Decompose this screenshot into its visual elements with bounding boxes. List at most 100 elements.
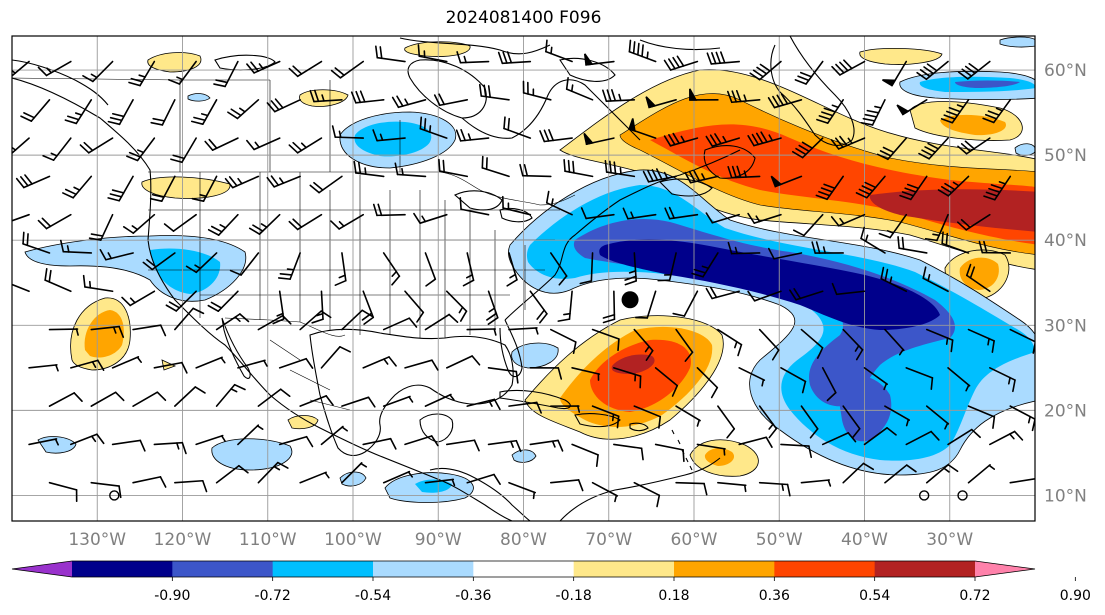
wind-barb bbox=[382, 252, 401, 286]
wind-barb bbox=[978, 240, 1012, 254]
wind-barb bbox=[246, 137, 281, 151]
wind-barb bbox=[12, 60, 30, 77]
wind-barb bbox=[341, 462, 368, 484]
wind-barb bbox=[248, 213, 281, 235]
lat-tick-label: 30°N bbox=[1044, 316, 1087, 336]
wind-barb bbox=[90, 325, 125, 338]
wind-barb bbox=[792, 213, 824, 237]
colorbar-segment bbox=[573, 561, 675, 577]
lon-tick-label: 50°W bbox=[756, 530, 803, 550]
wind-barb bbox=[563, 159, 594, 178]
wind-barb bbox=[311, 290, 324, 324]
wind-barb bbox=[107, 175, 134, 202]
contour-fill-pos-22 bbox=[287, 415, 319, 430]
coastline-arctic-4 bbox=[639, 39, 721, 51]
colorbar-tick-label: -0.54 bbox=[355, 588, 391, 604]
wind-barb bbox=[424, 478, 456, 487]
wind-barb bbox=[107, 99, 134, 126]
station-circles-layer bbox=[109, 490, 968, 501]
wind-barb bbox=[20, 99, 51, 122]
wind-barb bbox=[191, 175, 218, 202]
wind-barb bbox=[82, 274, 114, 293]
wind-barb bbox=[884, 328, 905, 356]
calm-wind-circle bbox=[109, 490, 120, 501]
wind-barb bbox=[916, 60, 949, 81]
wind-barb bbox=[831, 282, 866, 296]
wind-barb bbox=[549, 405, 581, 413]
wind-barb bbox=[438, 158, 469, 178]
wind-barb bbox=[257, 314, 292, 331]
wind-barb bbox=[602, 290, 616, 324]
lon-tick-label: 30°W bbox=[926, 530, 973, 550]
wind-barb bbox=[604, 159, 636, 178]
wind-barb bbox=[508, 327, 539, 335]
wind-barb bbox=[466, 398, 501, 411]
wind-barb bbox=[529, 439, 564, 452]
wind-barb bbox=[780, 367, 807, 394]
coastline-newfoundland bbox=[703, 145, 756, 179]
wind-barb bbox=[925, 463, 959, 484]
wind-barb bbox=[167, 60, 197, 85]
colorbar: -0.90 -0.72 -0.54 -0.36 -0.18 0.18 0.36 0.54 0.7… bbox=[11, 560, 1091, 604]
colorbar-segment bbox=[674, 561, 775, 577]
wind-barb bbox=[747, 131, 782, 147]
wind-barb bbox=[545, 39, 573, 63]
wind-barb bbox=[459, 197, 490, 216]
wind-barb bbox=[957, 60, 991, 80]
wind-barb bbox=[331, 125, 365, 139]
map-title: 2024081400 F096 bbox=[445, 8, 602, 28]
wind-barb bbox=[905, 430, 940, 446]
wind-barb bbox=[675, 481, 708, 496]
wind-barb bbox=[215, 313, 250, 331]
wind-barb bbox=[227, 99, 260, 120]
colorbar-tick-label: 0.18 bbox=[658, 588, 689, 604]
coastline-central-america bbox=[429, 467, 531, 521]
wind-barb bbox=[842, 405, 861, 439]
wind-barb bbox=[830, 213, 866, 227]
coastline-maritimes bbox=[658, 178, 713, 197]
wind-barb bbox=[257, 461, 289, 484]
coastline-cuba bbox=[499, 389, 571, 410]
wind-barb bbox=[633, 328, 654, 361]
wind-barb bbox=[44, 268, 72, 293]
contour-fill-neg-19 bbox=[187, 93, 211, 102]
wind-barb bbox=[583, 53, 615, 66]
wind-barb bbox=[404, 290, 425, 323]
coastline-arctic-2 bbox=[559, 57, 616, 82]
wind-barb bbox=[821, 367, 837, 402]
wind-barb bbox=[12, 213, 30, 222]
wind-barb bbox=[789, 288, 824, 301]
wind-barb bbox=[64, 99, 93, 125]
wind-barb bbox=[633, 481, 661, 508]
wind-barb bbox=[237, 359, 268, 369]
coastline-great-lakes bbox=[453, 190, 533, 223]
wind-barb bbox=[126, 137, 156, 162]
wind-barb bbox=[922, 266, 949, 293]
wind-barb bbox=[111, 356, 142, 369]
wind-barb bbox=[965, 263, 991, 293]
wind-barb bbox=[362, 356, 397, 369]
wind-barb bbox=[591, 405, 620, 429]
wind-barb bbox=[876, 137, 908, 161]
wind-barb bbox=[747, 290, 782, 302]
coastline-florida bbox=[499, 319, 523, 378]
wind-barb bbox=[462, 252, 475, 287]
contour-fill-pos-19 bbox=[404, 41, 471, 57]
wind-barb bbox=[424, 313, 459, 331]
colorbar-outline bbox=[11, 560, 1036, 578]
wind-barb bbox=[549, 328, 577, 355]
wind-barb bbox=[150, 99, 176, 126]
wind-barb bbox=[445, 290, 468, 322]
wind-barb bbox=[767, 93, 803, 109]
wind-barb bbox=[924, 213, 949, 242]
wind-barb bbox=[288, 60, 323, 78]
wind-barb bbox=[937, 175, 970, 197]
wind-barb bbox=[654, 443, 685, 463]
wind-barb bbox=[48, 328, 79, 336]
coastline-yucatan bbox=[419, 413, 454, 443]
wind-barb bbox=[675, 405, 701, 427]
wind-barb bbox=[330, 213, 365, 230]
wind-barb bbox=[70, 359, 105, 371]
wind-barb bbox=[989, 430, 1024, 446]
colorbar-tick-label: -0.18 bbox=[556, 588, 592, 604]
